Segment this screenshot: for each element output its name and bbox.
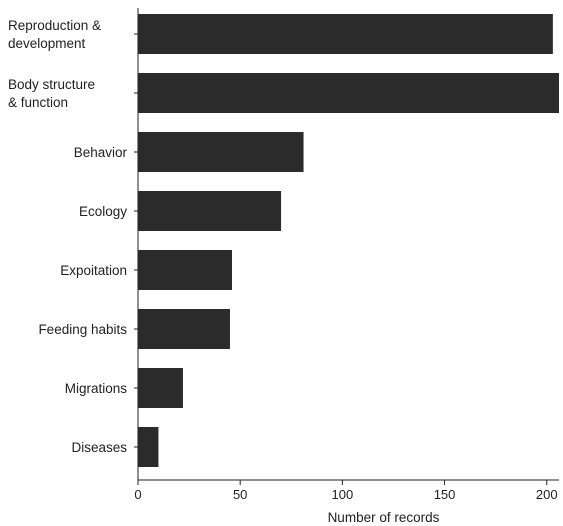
bar-7 <box>138 427 159 467</box>
bar-1 <box>138 73 559 113</box>
x-tick-label-0: 0 <box>134 487 141 502</box>
category-label-5-line-0: Feeding habits <box>38 322 127 337</box>
bar-2 <box>138 132 304 172</box>
x-axis-title: Number of records <box>328 510 440 525</box>
x-tick-label-1: 50 <box>233 487 247 502</box>
bar-5 <box>138 309 230 349</box>
x-tick-label-2: 100 <box>332 487 354 502</box>
category-label-0-line-1: development <box>8 36 86 51</box>
bar-6 <box>138 368 183 408</box>
x-tick-label-3: 150 <box>434 487 456 502</box>
category-label-0-line-0: Reproduction & <box>8 18 101 33</box>
category-label-2-line-0: Behavior <box>74 145 128 160</box>
bars-group <box>134 14 559 467</box>
x-axis-ticks: 0 50 100 150 200 <box>134 480 558 502</box>
x-tick-label-4: 200 <box>536 487 558 502</box>
category-label-6-line-0: Migrations <box>65 381 128 396</box>
category-labels: Reproduction & development Body structure &… <box>8 18 127 455</box>
category-label-4-line-0: Expoitation <box>60 263 127 278</box>
category-label-1-line-1: & function <box>8 95 68 110</box>
bar-4 <box>138 250 233 290</box>
category-label-7-line-0: Diseases <box>71 440 127 455</box>
category-label-1-line-0: Body structure <box>8 77 95 92</box>
bar-0 <box>138 14 553 54</box>
category-label-3-line-0: Ecology <box>79 204 127 219</box>
bar-3 <box>138 191 282 231</box>
